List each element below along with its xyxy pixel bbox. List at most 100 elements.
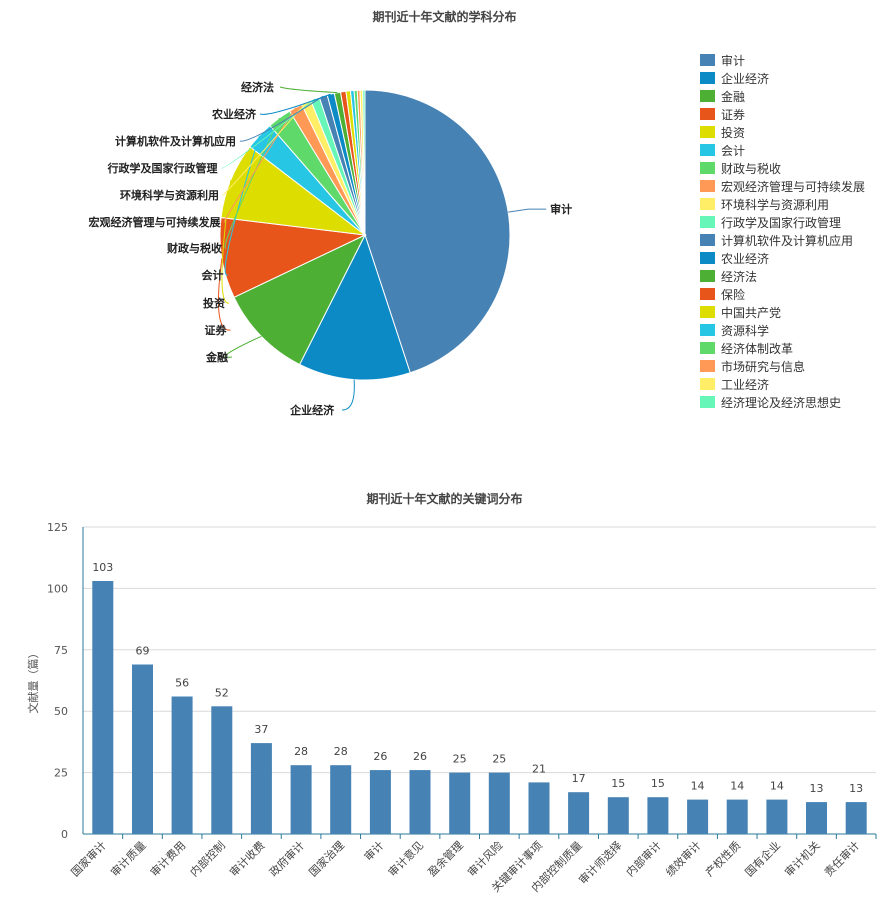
- bar-chart-title: 期刊近十年文献的关键词分布: [366, 492, 523, 506]
- x-tick-label: 绩效审计: [663, 838, 704, 879]
- legend-item[interactable]: 经济体制改革: [700, 340, 865, 358]
- x-tick-label: 内部审计: [623, 838, 664, 879]
- bar-value-label: 28: [334, 745, 348, 758]
- bar-value-label: 14: [691, 780, 705, 793]
- legend-item[interactable]: 行政学及国家行政管理: [700, 214, 865, 232]
- legend-item[interactable]: 证券: [700, 106, 865, 124]
- x-tick-label: 审计机关: [782, 838, 823, 879]
- bar[interactable]: [647, 797, 669, 834]
- legend-item[interactable]: 经济理论及经济思想史: [700, 394, 865, 412]
- pie-slice-label: 计算机软件及计算机应用: [115, 134, 236, 148]
- bar[interactable]: [449, 772, 471, 834]
- legend-item[interactable]: 审计: [700, 52, 865, 70]
- pie-leader-line: [224, 117, 280, 249]
- legend-item[interactable]: 金融: [700, 88, 865, 106]
- bar[interactable]: [369, 770, 391, 834]
- legend-item[interactable]: 计算机软件及计算机应用: [700, 232, 865, 250]
- bar[interactable]: [92, 581, 114, 834]
- bar[interactable]: [806, 802, 827, 834]
- bar[interactable]: [687, 799, 709, 834]
- legend-label: 经济法: [721, 270, 758, 284]
- pie-leader-line: [221, 180, 232, 304]
- x-tick-label: 国有企业: [742, 838, 783, 879]
- legend-label: 市场研究与信息: [721, 360, 806, 374]
- legend-swatch: [700, 180, 715, 192]
- bar[interactable]: [766, 799, 788, 834]
- x-tick-label: 审计风险: [464, 838, 505, 879]
- legend-label: 审计: [721, 54, 746, 68]
- bar[interactable]: [330, 765, 352, 834]
- bar-value-label: 13: [810, 782, 824, 795]
- legend-label: 工业经济: [721, 378, 770, 392]
- bar[interactable]: [528, 782, 550, 834]
- legend-item[interactable]: 工业经济: [700, 376, 865, 394]
- pie-slice[interactable]: [298, 233, 411, 381]
- bar[interactable]: [171, 696, 193, 835]
- legend-swatch: [700, 54, 715, 66]
- legend-swatch: [700, 198, 715, 210]
- legend-item[interactable]: 投资: [700, 124, 865, 142]
- legend-item[interactable]: 中国共产党: [700, 304, 865, 322]
- pie-leader-line: [222, 102, 307, 196]
- legend-item[interactable]: 会计: [700, 142, 865, 160]
- x-tick-label: 政府审计: [266, 838, 307, 879]
- legend-swatch: [700, 108, 715, 120]
- legend-item[interactable]: 经济法: [700, 268, 865, 286]
- x-tick-label: 审计: [361, 838, 386, 863]
- pie-slice-label: 金融: [205, 350, 228, 364]
- legend-swatch: [700, 216, 715, 228]
- legend-swatch: [700, 234, 715, 246]
- legend-label: 财政与税收: [721, 162, 782, 176]
- subject-pie-chart-panel: 期刊近十年文献的学科分布 审计 企业经济 金融 证券 投资 会计 财政与税收 宏观经济管理与可…: [0, 0, 889, 460]
- bar[interactable]: [250, 743, 272, 834]
- legend-item[interactable]: 保险: [700, 286, 865, 304]
- keyword-bar-chart-panel: 期刊近十年文献的关键词分布 0 25 50 75 100 125 文献量（篇） 103 国家审计…: [0, 470, 889, 922]
- pie-slice-label: 农业经济: [211, 107, 257, 121]
- pie-slice[interactable]: [362, 89, 366, 236]
- bar[interactable]: [568, 792, 590, 834]
- legend-item[interactable]: 宏观经济管理与可持续发展: [700, 178, 865, 196]
- pie-slice-label: 审计: [550, 202, 572, 216]
- legend-swatch: [700, 90, 715, 102]
- y-tick-label: 0: [61, 828, 68, 841]
- pie-leader-line: [224, 335, 262, 358]
- legend-swatch: [700, 324, 715, 336]
- legend-swatch: [700, 162, 715, 174]
- pie-slice-label: 证券: [205, 323, 228, 337]
- x-tick-label: 审计收费: [227, 838, 268, 879]
- legend-label: 企业经济: [721, 72, 770, 86]
- legend-item[interactable]: 企业经济: [700, 70, 865, 88]
- bar[interactable]: [409, 770, 431, 834]
- legend-item[interactable]: 环境科学与资源利用: [700, 196, 865, 214]
- bar[interactable]: [290, 765, 312, 834]
- legend-label: 农业经济: [721, 252, 770, 266]
- x-tick-label: 审计质量: [108, 838, 149, 879]
- bar[interactable]: [726, 799, 748, 834]
- pie-slice-label: 宏观经济管理与可持续发展: [89, 215, 222, 229]
- legend-item[interactable]: 资源科学: [700, 322, 865, 340]
- pie-chart-title: 期刊近十年文献的学科分布: [372, 10, 517, 24]
- legend-label: 证券: [721, 108, 746, 122]
- legend-swatch: [700, 288, 715, 300]
- legend-swatch: [700, 396, 715, 408]
- legend-label: 经济体制改革: [721, 342, 794, 356]
- legend-swatch: [700, 270, 715, 282]
- pie-slice[interactable]: [364, 89, 511, 374]
- bar[interactable]: [845, 802, 867, 834]
- pie-legend: 审计企业经济金融证券投资 会计财政与税收宏观经济管理与可持续发展环境科学与资源利用…: [700, 52, 865, 412]
- bar[interactable]: [132, 664, 153, 835]
- legend-label: 环境科学与资源利用: [721, 198, 830, 212]
- legend-item[interactable]: 财政与税收: [700, 160, 865, 178]
- x-tick-label: 责任审计: [821, 838, 862, 879]
- y-tick-label: 100: [47, 582, 68, 595]
- legend-item[interactable]: 市场研究与信息: [700, 358, 865, 376]
- legend-item[interactable]: 农业经济: [700, 250, 865, 268]
- x-tick-label: 产权性质: [702, 838, 743, 879]
- pie-leader-line: [218, 258, 231, 331]
- bar[interactable]: [607, 797, 629, 834]
- bar[interactable]: [211, 706, 233, 834]
- y-tick-label: 25: [54, 767, 68, 780]
- bar[interactable]: [488, 772, 510, 834]
- x-tick-label: 审计师选择: [576, 838, 625, 887]
- bar-value-label: 15: [611, 777, 625, 790]
